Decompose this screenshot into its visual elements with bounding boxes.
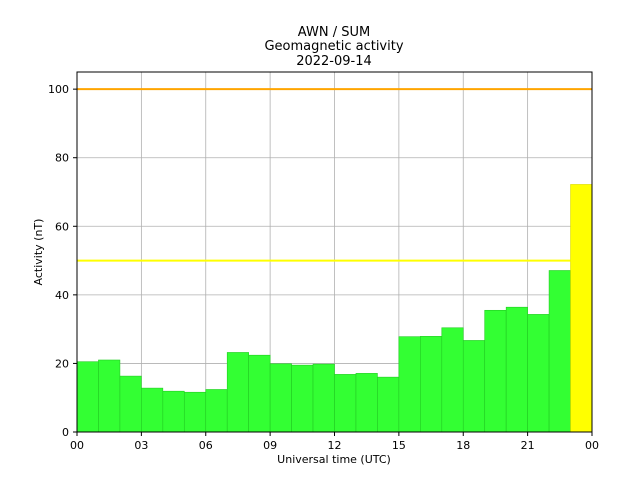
x-tick-label: 18 [456,439,470,452]
grid-lines [76,72,593,433]
bar-hour-15 [398,336,421,433]
bar-hour-16 [420,336,443,433]
bar-hour-20 [505,306,528,433]
bar-hour-4 [162,390,185,433]
bar-hour-18 [462,340,486,433]
bar-hour-21 [527,314,550,433]
y-tick-label: 60 [55,220,69,233]
x-tick-label: 09 [263,439,277,452]
bar-hour-6 [205,389,228,433]
chart-title: AWN / SUM Geomagnetic activity 2022-09-1… [264,25,403,69]
x-axis-label: Universal time (UTC) [277,453,391,466]
bar-hour-23 [570,184,593,433]
bar-hour-8 [248,354,271,433]
y-tick-label: 0 [62,426,69,439]
bar-hour-11 [312,363,335,433]
chart-title-line-2: Geomagnetic activity [264,39,403,54]
x-tick-label: 21 [521,439,535,452]
bar-hour-0 [76,361,99,433]
bar-hour-3 [141,387,164,433]
y-tick-label: 100 [48,83,69,96]
bar-hour-2 [119,375,142,433]
bar-hour-9 [269,363,292,433]
bar-hour-7 [226,352,249,433]
y-tick-label: 20 [55,357,69,370]
chart-title-line-1: AWN / SUM [298,25,370,40]
x-tick-label: 06 [199,439,213,452]
y-tick-label: 80 [55,152,69,165]
bar-hour-14 [377,376,400,433]
x-tick-label: 15 [392,439,406,452]
bar-hour-10 [291,364,314,433]
x-axis-ticks: 00 03 06 09 12 15 18 21 00 [70,432,599,452]
bar-hour-17 [441,327,464,433]
threshold-lines [77,88,592,262]
x-tick-label: 00 [70,439,84,452]
bar-hour-1 [98,359,121,433]
y-axis-label: Activity (nT) [32,219,45,286]
y-axis-ticks: 0 20 40 60 80 100 [48,83,77,439]
bar-hour-19 [484,309,507,433]
bar-hour-5 [183,391,207,433]
bars [76,184,593,433]
chart-title-line-3: 2022-09-14 [296,54,372,69]
bar-hour-22 [548,270,571,433]
x-tick-label: 00 [585,439,599,452]
bar-hour-13 [355,373,378,433]
y-tick-label: 40 [55,289,69,302]
x-tick-label: 03 [134,439,148,452]
bar-hour-12 [334,374,357,433]
x-tick-label: 12 [328,439,342,452]
